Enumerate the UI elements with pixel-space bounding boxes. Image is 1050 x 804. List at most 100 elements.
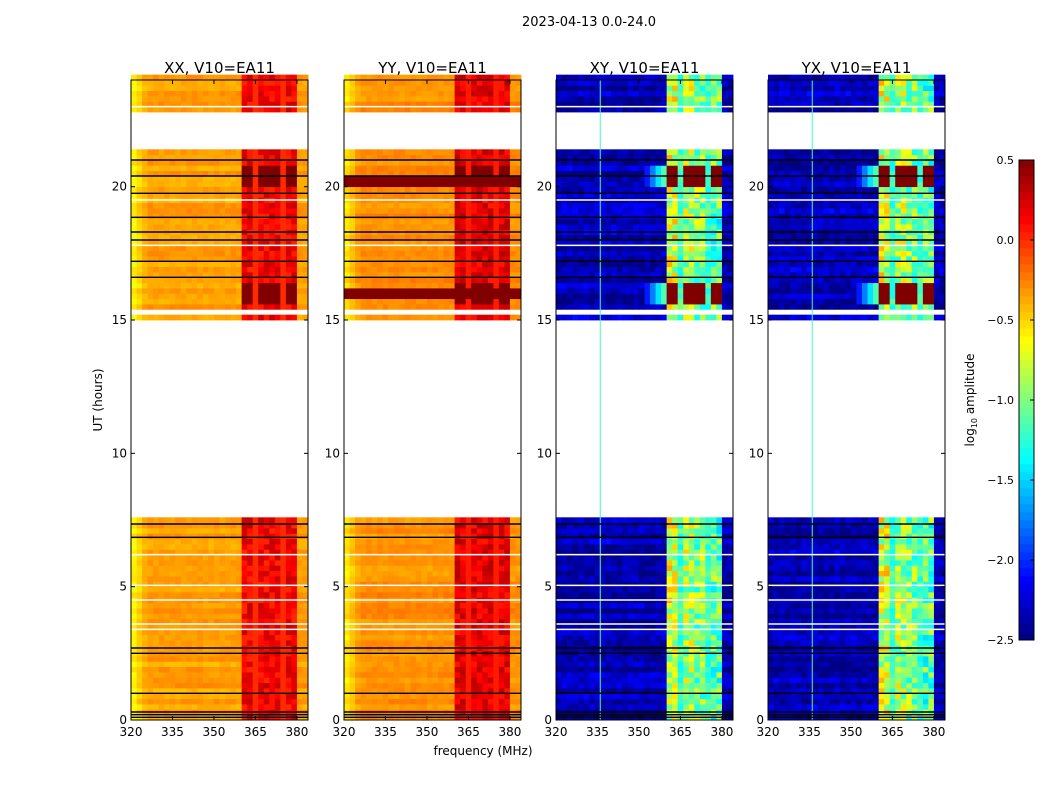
heatmap-cell (236, 581, 242, 587)
heatmap-cell (421, 208, 427, 214)
heatmap-cell (504, 517, 510, 523)
heatmap-cell (410, 251, 416, 257)
heatmap-cell (421, 267, 427, 273)
heatmap-cell (214, 656, 220, 662)
heatmap-cell (504, 213, 510, 219)
heatmap-cell (504, 208, 510, 214)
heatmap-cell (231, 571, 237, 577)
heatmap-cell (499, 304, 505, 310)
heatmap-cell (394, 571, 400, 577)
heatmap-cell (399, 208, 405, 214)
heatmap-cell (372, 160, 378, 166)
heatmap-cell (186, 565, 192, 571)
heatmap-cell (197, 555, 203, 561)
heatmap-cell (383, 571, 389, 577)
heatmap-cell (164, 160, 170, 166)
heatmap-cell (372, 251, 378, 257)
heatmap-cell (366, 277, 372, 283)
heatmap-cell (253, 635, 259, 641)
heatmap-cell (153, 576, 159, 582)
heatmap-cell (350, 629, 356, 635)
heatmap-cell (192, 267, 198, 273)
heatmap-cell (175, 613, 181, 619)
heatmap-cell (264, 277, 270, 283)
heatmap-cell (269, 640, 275, 646)
heatmap-cell (253, 656, 259, 662)
heatmap-cell (433, 176, 439, 182)
heatmap-cell (220, 539, 226, 545)
heatmap-cell (280, 539, 286, 545)
heatmap-cell (488, 603, 494, 609)
heatmap-cell (148, 85, 154, 91)
heatmap-cell (192, 176, 198, 182)
heatmap-cell (488, 528, 494, 534)
heatmap-cell (416, 672, 422, 678)
heatmap-cell (372, 699, 378, 705)
heatmap-cell (181, 213, 187, 219)
heatmap-cell (504, 635, 510, 641)
heatmap-cell (203, 176, 209, 182)
heatmap-cell (159, 699, 165, 705)
heatmap-cell (148, 667, 154, 673)
heatmap-cell (399, 677, 405, 683)
heatmap-cell (488, 635, 494, 641)
heatmap-cell (410, 544, 416, 550)
heatmap-cell (410, 693, 416, 699)
heatmap-cell (416, 656, 422, 662)
heatmap-cell (170, 245, 176, 251)
heatmap-cell (264, 592, 270, 598)
heatmap-cell (477, 245, 483, 251)
heatmap-cell (286, 608, 292, 614)
heatmap-cell (225, 677, 231, 683)
heatmap-cell (410, 587, 416, 593)
heatmap-cell (433, 245, 439, 251)
heatmap-cell (438, 85, 444, 91)
heatmap-cell (399, 576, 405, 582)
heatmap-cell (175, 565, 181, 571)
heatmap-cell (247, 213, 253, 219)
heatmap-cell (499, 517, 505, 523)
heatmap-cell (225, 288, 231, 294)
heatmap-cell (269, 304, 275, 310)
heatmap-cell (366, 176, 372, 182)
heatmap-cell (488, 544, 494, 550)
heatmap-cell (258, 245, 264, 251)
heatmap-cell (421, 203, 427, 209)
heatmap-cell (186, 693, 192, 699)
heatmap-cell (504, 661, 510, 667)
heatmap-cell (455, 304, 461, 310)
heatmap-cell (220, 149, 226, 155)
heatmap-cell (247, 91, 253, 97)
heatmap-cell (344, 539, 350, 545)
heatmap-cell (264, 261, 270, 267)
heatmap-cell (258, 160, 264, 166)
heatmap-cell (225, 683, 231, 689)
heatmap-cell (372, 267, 378, 273)
heatmap-cell (471, 208, 477, 214)
heatmap-cell (410, 603, 416, 609)
heatmap-cell (344, 528, 350, 534)
heatmap-cell (433, 203, 439, 209)
heatmap-cell (383, 544, 389, 550)
heatmap-cell (493, 224, 499, 230)
heatmap-cell (181, 539, 187, 545)
heatmap-cell (275, 656, 281, 662)
heatmap-cell (449, 565, 455, 571)
heatmap-cell (388, 85, 394, 91)
heatmap-cell (203, 635, 209, 641)
heatmap-cell (137, 85, 143, 91)
heatmap-cell (247, 176, 253, 182)
heatmap-cell (264, 165, 270, 171)
heatmap-cell (148, 608, 154, 614)
heatmap-cell (366, 251, 372, 257)
heatmap-cell (181, 277, 187, 283)
heatmap-cell (208, 277, 214, 283)
x-tick-label: 350 (203, 725, 226, 739)
heatmap-cell (350, 304, 356, 310)
heatmap-cell (377, 85, 383, 91)
heatmap-cell (170, 149, 176, 155)
heatmap-cell (350, 85, 356, 91)
heatmap-cell (344, 699, 350, 705)
heatmap-cell (148, 165, 154, 171)
heatmap-cell (291, 315, 297, 321)
